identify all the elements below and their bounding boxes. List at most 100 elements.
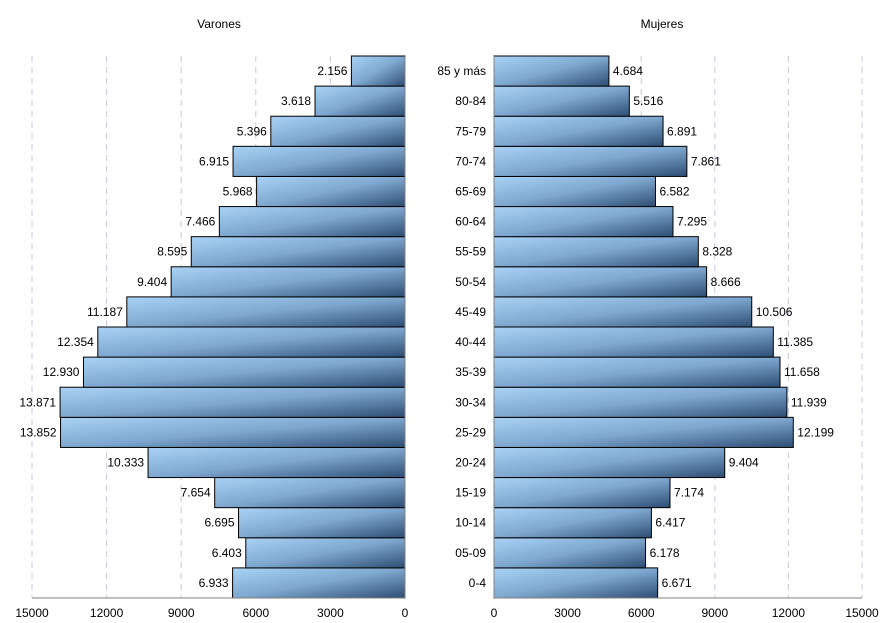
bar-mujeres: [493, 85, 630, 117]
bar-varones: [350, 55, 406, 87]
category-label: 50-54: [455, 275, 486, 289]
data-label-mujeres: 11.658: [784, 365, 820, 379]
data-label-mujeres: 11.939: [791, 395, 827, 409]
bar-mujeres: [493, 477, 671, 509]
tick-label-left: 0: [402, 606, 409, 620]
tick-label-right: 0: [491, 606, 498, 620]
bar-mujeres: [493, 386, 788, 418]
data-label-varones: 2.156: [317, 64, 347, 78]
bar-varones: [59, 386, 406, 418]
bar-mujeres: [493, 115, 664, 147]
category-label: 85 y más: [437, 64, 486, 78]
tick-label-left: 6000: [242, 606, 269, 620]
bar-varones: [126, 296, 406, 328]
bar-varones: [170, 266, 406, 298]
bar-mujeres: [493, 236, 699, 268]
bar-mujeres: [493, 507, 652, 539]
data-label-varones: 9.404: [137, 275, 167, 289]
data-label-mujeres: 5.516: [633, 94, 663, 108]
category-label: 75-79: [455, 124, 486, 138]
bar-mujeres: [493, 55, 610, 87]
bar-varones: [147, 446, 406, 479]
axes: 15000 12000 9000 6000 3000 0 0 3000 6000 9000 1200…: [15, 56, 879, 620]
tick-label-left: 12000: [90, 606, 124, 620]
bar-varones: [97, 326, 406, 358]
data-label-mujeres: 6.582: [659, 185, 689, 199]
category-label: 80-84: [455, 94, 486, 108]
data-label-mujeres: 7.295: [677, 215, 707, 229]
bar-mujeres: [493, 567, 659, 599]
data-label-varones: 10.333: [107, 456, 144, 470]
data-label-mujeres: 7.174: [674, 486, 704, 500]
bar-varones: [232, 145, 406, 177]
left-panel-title: Varones: [197, 17, 241, 31]
bar-varones: [314, 85, 406, 117]
tick-label-right: 15000: [845, 606, 879, 620]
right-panel-title: Mujeres: [641, 17, 684, 31]
bar-mujeres: [493, 446, 726, 479]
category-label: 40-44: [455, 335, 486, 349]
data-label-mujeres: 4.684: [613, 64, 643, 78]
data-label-varones: 8.595: [157, 245, 187, 259]
bar-mujeres: [493, 326, 774, 358]
data-label-varones: 12.930: [43, 365, 80, 379]
data-label-mujeres: 10.506: [756, 305, 793, 319]
tick-label-right: 6000: [628, 606, 655, 620]
category-label: 70-74: [455, 154, 486, 168]
bars: [59, 55, 794, 599]
bar-varones: [190, 236, 406, 268]
data-label-varones: 5.968: [223, 185, 253, 199]
bar-mujeres: [493, 296, 753, 328]
tick-label-left: 9000: [168, 606, 195, 620]
category-label: 10-14: [455, 516, 486, 530]
tick-label-right: 9000: [701, 606, 728, 620]
data-label-mujeres: 6.891: [667, 124, 697, 138]
category-label: 0-4: [469, 576, 487, 590]
bar-mujeres: [493, 537, 647, 569]
bar-varones: [245, 537, 406, 569]
category-label: 35-39: [455, 365, 486, 379]
category-label: 45-49: [455, 305, 486, 319]
data-label-varones: 3.618: [281, 94, 311, 108]
data-label-mujeres: 6.417: [655, 516, 685, 530]
category-label: 05-09: [455, 546, 486, 560]
bar-mujeres: [493, 416, 794, 448]
category-label: 20-24: [455, 456, 486, 470]
tick-label-right: 3000: [554, 606, 581, 620]
category-label: 65-69: [455, 185, 486, 199]
bar-varones: [270, 115, 406, 147]
bar-varones: [218, 206, 406, 238]
data-label-varones: 6.915: [199, 154, 229, 168]
data-label-varones: 13.852: [20, 425, 57, 439]
data-label-mujeres: 11.385: [777, 335, 813, 349]
data-label-varones: 12.354: [57, 335, 94, 349]
data-label-varones: 6.933: [199, 576, 229, 590]
tick-label-left: 3000: [317, 606, 344, 620]
category-label: 55-59: [455, 245, 486, 259]
bar-mujeres: [493, 175, 656, 208]
tick-label-right: 12000: [772, 606, 806, 620]
bar-varones: [256, 175, 406, 208]
data-label-mujeres: 6.178: [650, 546, 680, 560]
data-label-varones: 6.695: [204, 516, 234, 530]
bar-mujeres: [493, 145, 688, 177]
bar-varones: [214, 477, 406, 509]
bar-varones: [82, 356, 406, 388]
bar-mujeres: [493, 266, 708, 298]
bar-varones: [232, 567, 406, 599]
data-label-mujeres: 8.328: [702, 245, 732, 259]
data-label-varones: 7.466: [185, 215, 215, 229]
category-label: 25-29: [455, 425, 486, 439]
data-label-varones: 11.187: [87, 305, 123, 319]
bar-mujeres: [493, 356, 781, 388]
data-label-mujeres: 9.404: [729, 456, 759, 470]
bar-varones: [60, 416, 406, 448]
data-label-varones: 13.871: [19, 395, 56, 409]
tick-label-left: 15000: [15, 606, 49, 620]
category-label: 15-19: [455, 486, 486, 500]
data-labels: 6.933 6.671 0-4 6.403 6.178 05-09 6.695 6.417 10…: [19, 64, 834, 590]
data-label-varones: 5.396: [237, 124, 267, 138]
data-label-mujeres: 12.199: [797, 425, 834, 439]
data-label-mujeres: 6.671: [662, 576, 692, 590]
